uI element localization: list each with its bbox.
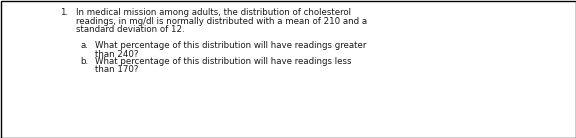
Text: In medical mission among adults, the distribution of cholesterol: In medical mission among adults, the dis…	[76, 8, 351, 17]
Text: What percentage of this distribution will have readings less: What percentage of this distribution wil…	[95, 57, 351, 66]
Text: standard deviation of 12.: standard deviation of 12.	[76, 25, 185, 34]
Text: than 170?: than 170?	[95, 65, 138, 74]
Text: readings, in mg/dl is normally distributed with a mean of 210 and a: readings, in mg/dl is normally distribut…	[76, 17, 367, 26]
Text: than 240?: than 240?	[95, 50, 138, 59]
Text: 1.: 1.	[60, 8, 68, 17]
Text: What percentage of this distribution will have readings greater: What percentage of this distribution wil…	[95, 42, 366, 51]
Text: b.: b.	[80, 57, 88, 66]
Text: a.: a.	[80, 42, 88, 51]
